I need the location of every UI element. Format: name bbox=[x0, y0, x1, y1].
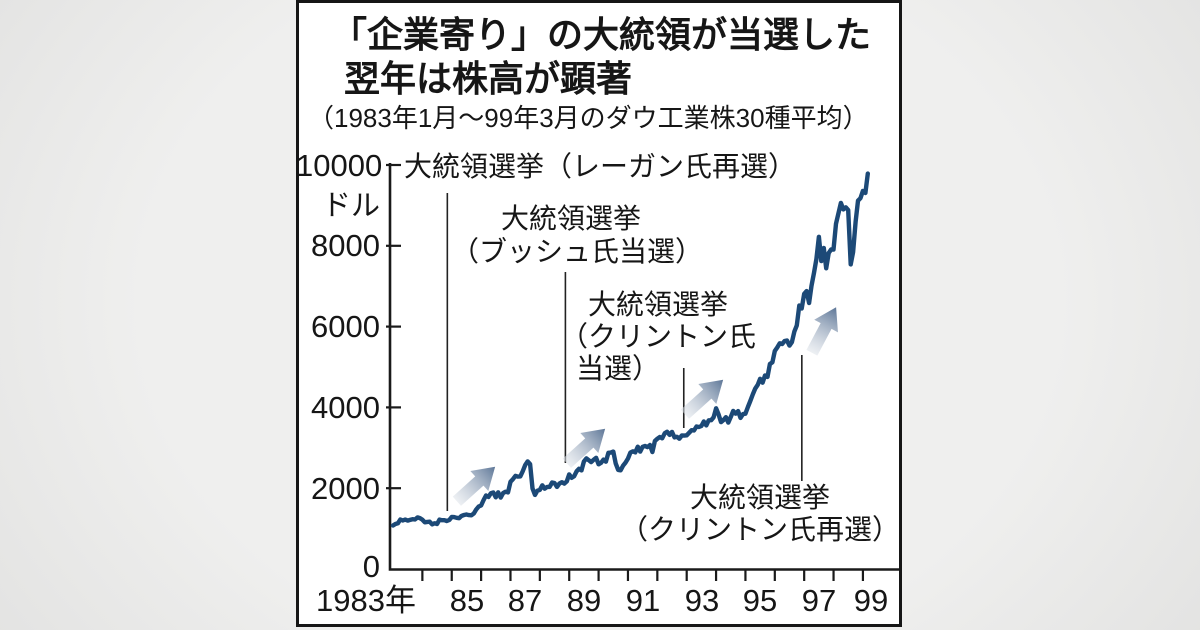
chart-card: 「企業寄り」の大統領が当選した 翌年は株高が顕著 （1983年1月～99年3月の… bbox=[296, 0, 902, 627]
y-axis-label-0: 0 bbox=[362, 549, 380, 584]
annotation-clinton-1-line2: （クリントン氏 bbox=[559, 321, 756, 352]
annotation-clinton-1: 大統領選挙 （クリントン氏 当選） bbox=[538, 289, 778, 385]
annotation-clinton-1-line3: 当選） bbox=[576, 353, 661, 384]
annotation-clinton-2: 大統領選挙 （クリントン氏再選） bbox=[618, 482, 902, 546]
annotation-bush-line1: 大統領選挙 bbox=[500, 203, 641, 234]
y-axis-label-10000: 10000 bbox=[296, 148, 383, 183]
trend-arrow-3 bbox=[806, 307, 838, 356]
y-axis-unit: ドル bbox=[321, 190, 380, 222]
annotation-clinton-2-line2: （クリントン氏再選） bbox=[619, 514, 900, 545]
annotation-reagan: 大統領選挙（レーガン氏再選） bbox=[404, 151, 796, 183]
x-axis-label-1983: 1983年 bbox=[316, 583, 416, 618]
x-axis-label-89: 89 bbox=[566, 583, 602, 618]
y-axis-label-8000: 8000 bbox=[311, 228, 380, 263]
x-axis-label-95: 95 bbox=[742, 583, 778, 618]
annotation-reagan-line1: 大統領選挙（レーガン氏再選） bbox=[404, 151, 797, 182]
trend-arrow-1 bbox=[562, 428, 606, 468]
trend-arrow-2 bbox=[680, 379, 724, 419]
x-axis-label-99: 99 bbox=[853, 583, 889, 618]
annotation-clinton-1-line1: 大統領選挙 bbox=[587, 289, 728, 320]
x-axis-label-85: 85 bbox=[449, 583, 485, 618]
axis-lines bbox=[388, 163, 899, 571]
y-axis-label-6000: 6000 bbox=[311, 309, 380, 344]
x-axis-label-93: 93 bbox=[684, 583, 720, 618]
annotation-bush-line2: （ブッシュ氏当選） bbox=[451, 236, 704, 267]
annotation-clinton-2-line1: 大統領選挙 bbox=[689, 482, 830, 513]
x-axis-label-87: 87 bbox=[507, 583, 543, 618]
chart-title-line2: 翌年は株高が顕著 bbox=[344, 58, 633, 99]
chart-subtitle: （1983年1月～99年3月のダウ工業株30種平均） bbox=[308, 103, 869, 133]
plot-canvas bbox=[386, 163, 899, 581]
x-axis-label-97: 97 bbox=[801, 583, 837, 618]
trend-arrow-0 bbox=[452, 466, 496, 506]
chart-title-line1: 「企業寄り」の大統領が当選した bbox=[331, 14, 872, 55]
x-axis-label-91: 91 bbox=[625, 583, 661, 618]
annotation-bush: 大統領選挙 （ブッシュ氏当選） bbox=[451, 202, 704, 268]
dow-price-line bbox=[390, 171, 870, 528]
y-axis-label-2000: 2000 bbox=[311, 471, 380, 506]
y-axis-label-4000: 4000 bbox=[311, 390, 380, 425]
